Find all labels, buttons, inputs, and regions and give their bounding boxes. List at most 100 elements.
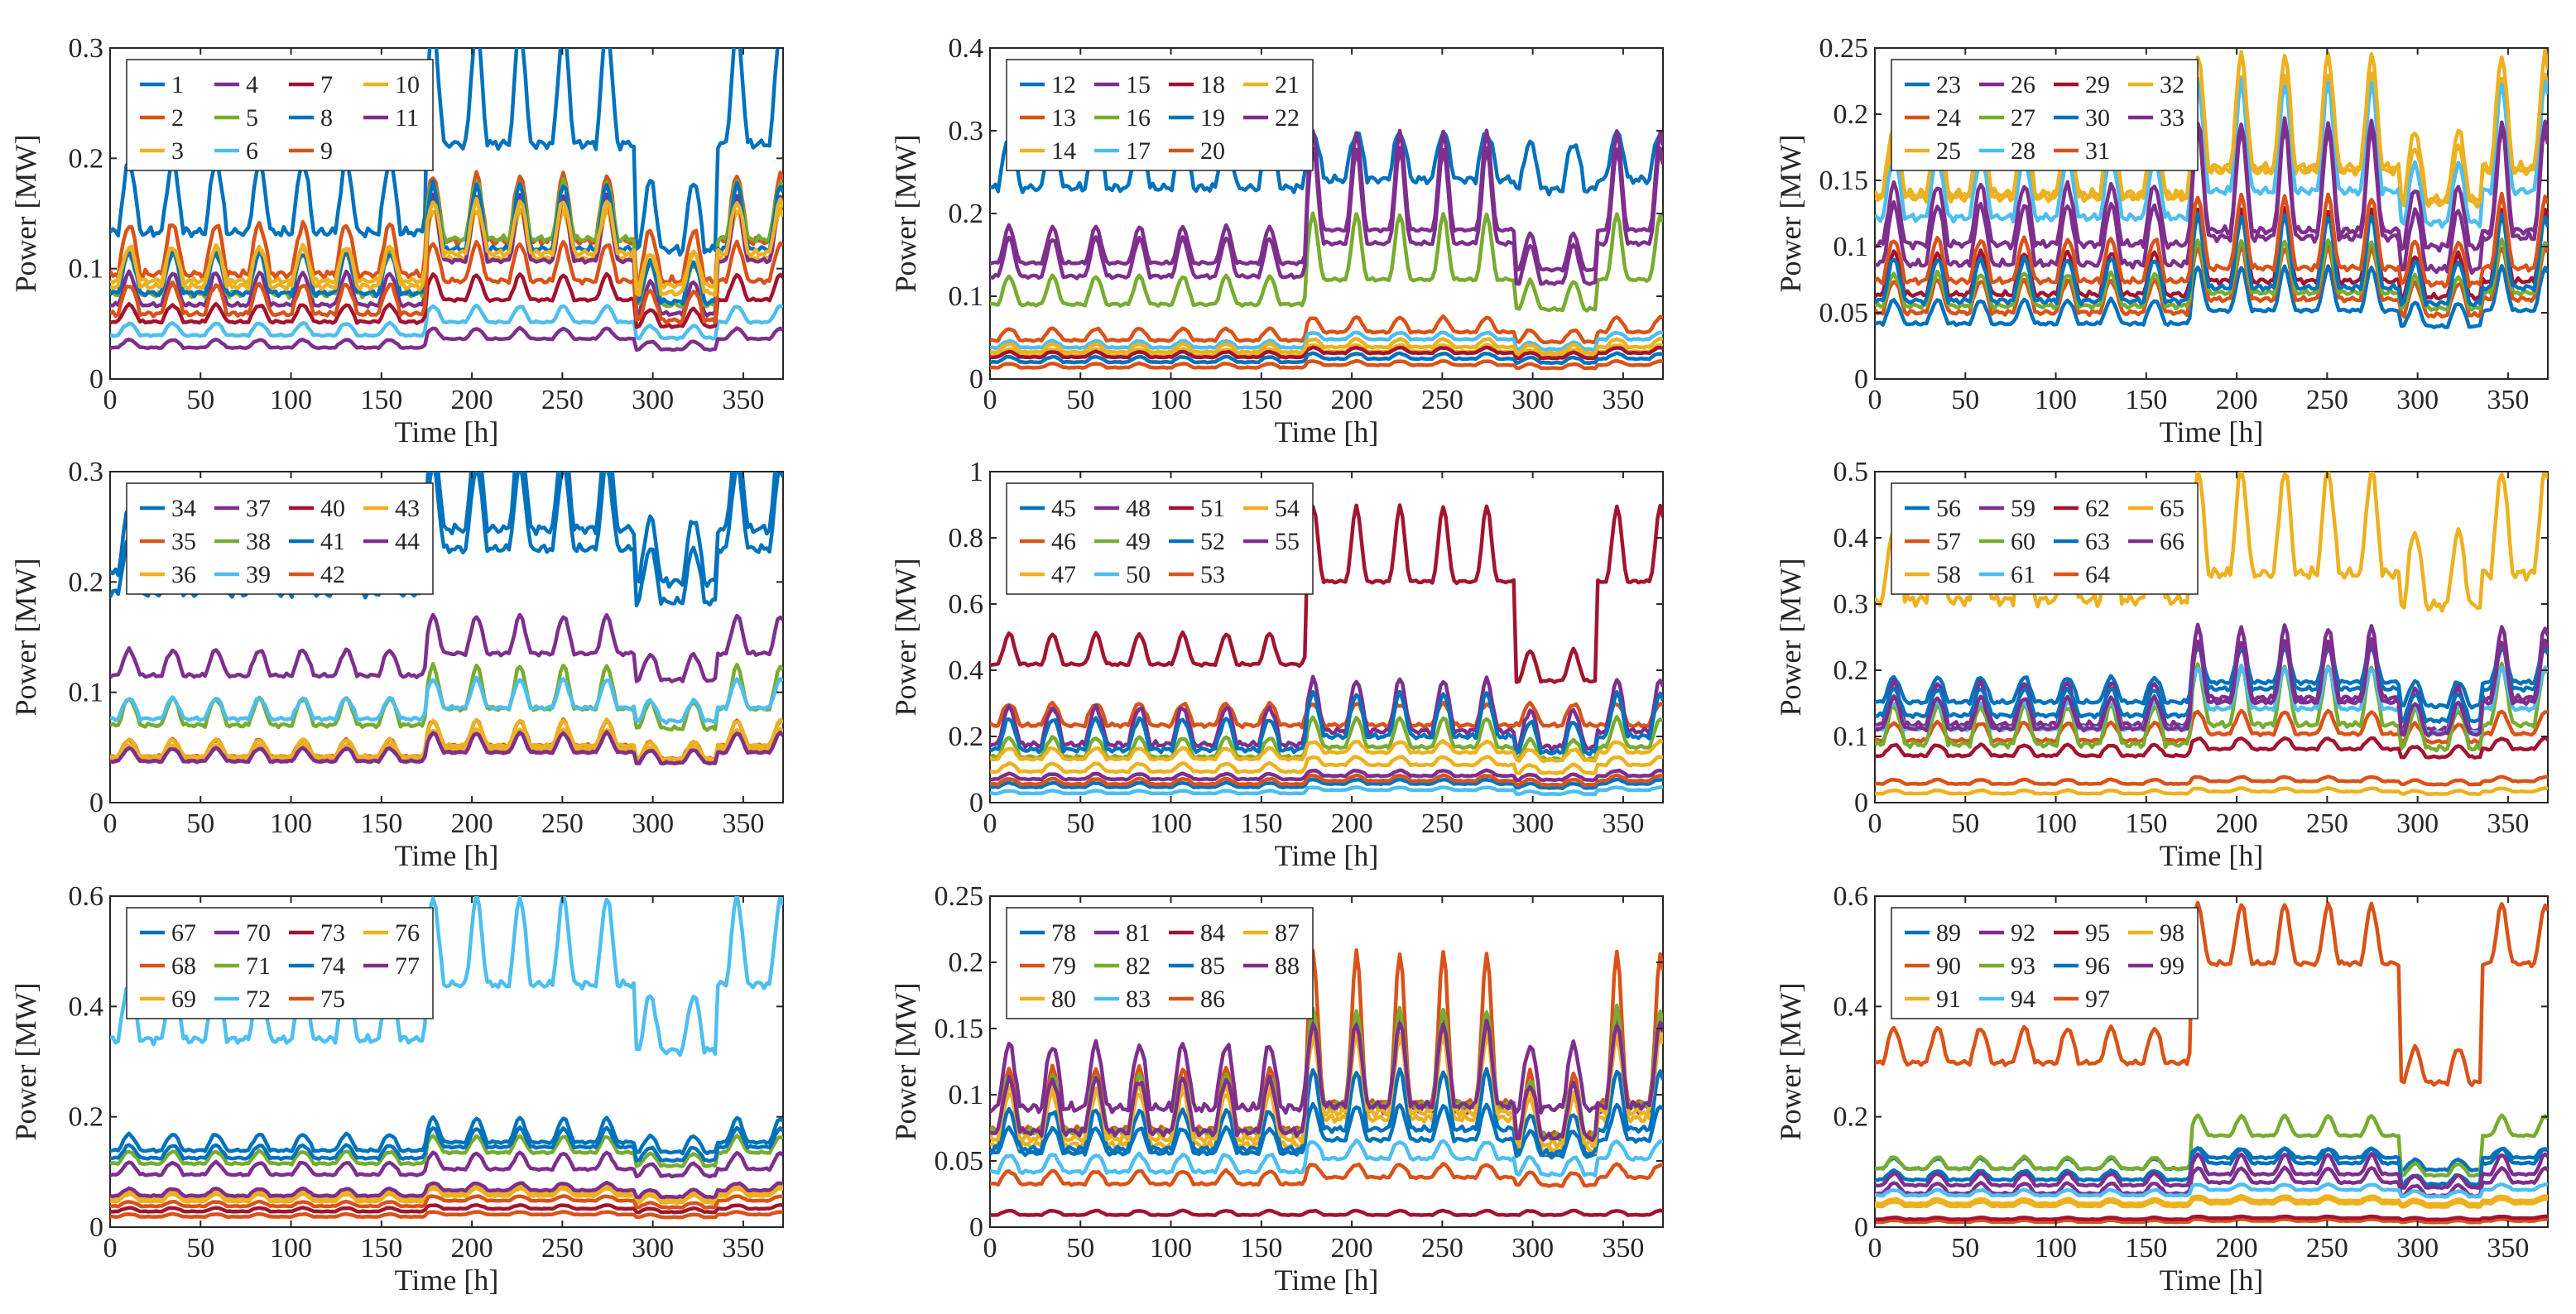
y-tick-label: 0.1	[949, 1080, 984, 1110]
x-tick-label: 250	[541, 1233, 584, 1264]
y-tick-label: 0.3	[949, 116, 984, 146]
legend-label-89: 89	[1936, 919, 1961, 947]
x-tick-label: 150	[2125, 1233, 2167, 1264]
x-tick-label: 50	[186, 808, 214, 839]
series-group	[1875, 48, 2548, 329]
x-tick-label: 0	[983, 385, 997, 415]
legend-label-56: 56	[1936, 495, 1961, 522]
x-tick-label: 0	[1868, 1233, 1882, 1264]
subplot-8: 0 50 100 150 200 250 300 350 0 0.05 0.1 0.15 0.2 0.25…	[889, 881, 1664, 1297]
x-tick-label: 350	[722, 385, 764, 415]
legend-label-42: 42	[320, 561, 345, 588]
y-tick-label: 0.3	[69, 33, 104, 64]
x-tick-label: 100	[270, 385, 312, 415]
legend-label-99: 99	[2160, 952, 2184, 980]
y-tick-label: 0.4	[1833, 523, 1869, 554]
legend-box	[1891, 482, 2199, 595]
x-tick-label: 150	[2125, 385, 2167, 415]
series-group	[990, 948, 1663, 1218]
y-tick-label: 0.1	[1833, 232, 1869, 262]
y-tick-label: 0.8	[949, 523, 984, 554]
x-tick-label: 200	[1331, 1233, 1373, 1264]
series-group	[110, 472, 783, 766]
legend-label-64: 64	[2085, 561, 2110, 588]
y-tick-label: 1	[969, 457, 983, 487]
y-axis-label: Power [MW]	[1774, 135, 1807, 293]
legend-label-83: 83	[1126, 986, 1151, 1013]
x-tick-label: 250	[1421, 385, 1463, 415]
legend-label-35: 35	[171, 528, 196, 555]
y-tick-label: 0.1	[69, 678, 104, 708]
series-line-75	[110, 1194, 783, 1210]
legend-label-86: 86	[1200, 986, 1225, 1013]
legend-label-57: 57	[1936, 528, 1961, 555]
legend-label-79: 79	[1051, 952, 1076, 980]
y-tick-label: 0.6	[69, 881, 104, 912]
x-tick-label: 50	[1066, 385, 1094, 415]
series-line-31	[1875, 191, 2548, 289]
legend-label-68: 68	[171, 952, 196, 980]
x-tick-label: 200	[2216, 385, 2258, 415]
series-group	[110, 48, 783, 352]
legend-label-65: 65	[2160, 495, 2184, 522]
y-tick-label: 0.2	[1833, 655, 1869, 686]
series-line-93	[1875, 1113, 2548, 1178]
series-line-51	[990, 503, 1663, 684]
legend-label-5: 5	[246, 104, 258, 132]
y-tick-label: 0.25	[1819, 33, 1869, 64]
series-line-54	[990, 738, 1663, 764]
legend-label-4: 4	[246, 71, 258, 98]
y-tick-label: 0.1	[949, 281, 984, 312]
series-line-13	[990, 314, 1663, 345]
y-tick-label: 0.2	[1833, 1102, 1869, 1133]
x-tick-label: 250	[541, 808, 584, 839]
legend: 1 2 3 4 5 6 7 8 9 10 11	[126, 59, 434, 171]
y-axis-label: Power [MW]	[1774, 559, 1807, 717]
series-line-44	[110, 730, 783, 766]
series-line-27	[1875, 237, 2548, 313]
y-axis-label: Power [MW]	[9, 559, 42, 717]
x-tick-label: 300	[632, 1233, 674, 1264]
y-tick-label: 0	[1854, 1212, 1868, 1243]
legend: 45 46 47 48 49 50 51 52 53 54 55	[1006, 482, 1314, 595]
series-line-88	[990, 1018, 1663, 1143]
y-tick-label: 0.2	[1833, 99, 1869, 130]
legend: 56 57 58 59 60 61 62 63 64 65 66	[1891, 482, 2199, 595]
series-line-1	[110, 48, 780, 257]
legend-box	[126, 59, 434, 171]
x-tick-label: 250	[2306, 1233, 2348, 1264]
x-tick-label: 100	[1150, 385, 1192, 415]
y-axis-label: Power [MW]	[889, 983, 922, 1141]
legend-label-75: 75	[320, 986, 345, 1013]
x-tick-label: 0	[103, 1233, 118, 1264]
series-line-28	[1875, 77, 2548, 229]
x-tick-label: 250	[541, 385, 584, 415]
y-tick-label: 0.6	[1833, 881, 1869, 912]
legend-label-46: 46	[1051, 528, 1076, 555]
legend-label-98: 98	[2160, 919, 2184, 947]
series-line-50	[990, 785, 1663, 797]
series-line-56	[1875, 645, 2548, 710]
series-line-52	[990, 689, 1663, 757]
legend-label-34: 34	[171, 495, 196, 522]
series-group	[990, 503, 1663, 797]
legend-label-59: 59	[2011, 495, 2035, 522]
y-tick-label: 0.3	[69, 457, 104, 487]
x-tick-label: 300	[1511, 1233, 1554, 1264]
legend-label-26: 26	[2011, 71, 2035, 98]
x-tick-label: 200	[1331, 808, 1373, 839]
series-line-23	[1875, 263, 2548, 329]
legend-label-20: 20	[1200, 137, 1225, 165]
legend-label-43: 43	[395, 495, 420, 522]
x-tick-label: 0	[983, 808, 997, 839]
legend-label-81: 81	[1126, 919, 1151, 947]
x-axis-label: Time [h]	[1275, 1264, 1379, 1297]
series-line-84	[990, 1208, 1663, 1218]
series-group	[1875, 900, 2548, 1225]
legend-label-90: 90	[1936, 952, 1961, 980]
y-axis-label: Power [MW]	[9, 135, 42, 293]
legend-label-50: 50	[1126, 561, 1151, 588]
legend-label-54: 54	[1275, 495, 1300, 522]
series-line-20	[990, 358, 1663, 371]
y-tick-label: 0.6	[949, 589, 984, 620]
